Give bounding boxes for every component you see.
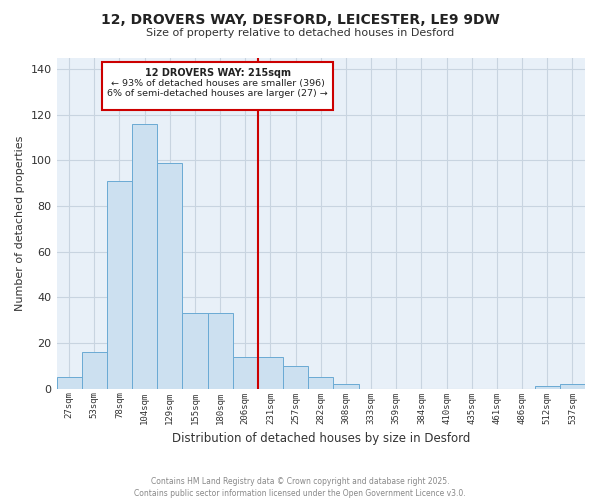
- Bar: [157, 162, 182, 388]
- Bar: [283, 366, 308, 388]
- Bar: [107, 181, 132, 388]
- Text: 12, DROVERS WAY, DESFORD, LEICESTER, LE9 9DW: 12, DROVERS WAY, DESFORD, LEICESTER, LE9…: [101, 12, 499, 26]
- Text: 6% of semi-detached houses are larger (27) →: 6% of semi-detached houses are larger (2…: [107, 90, 328, 98]
- FancyBboxPatch shape: [102, 62, 334, 110]
- Bar: [208, 314, 233, 388]
- Bar: [258, 356, 283, 388]
- Text: ← 93% of detached houses are smaller (396): ← 93% of detached houses are smaller (39…: [110, 79, 325, 88]
- Bar: [334, 384, 359, 388]
- Bar: [308, 377, 334, 388]
- Bar: [182, 314, 208, 388]
- Y-axis label: Number of detached properties: Number of detached properties: [15, 136, 25, 311]
- Bar: [560, 384, 585, 388]
- Bar: [233, 356, 258, 388]
- Bar: [132, 124, 157, 388]
- X-axis label: Distribution of detached houses by size in Desford: Distribution of detached houses by size …: [172, 432, 470, 445]
- Bar: [56, 377, 82, 388]
- Bar: [535, 386, 560, 388]
- Text: 12 DROVERS WAY: 215sqm: 12 DROVERS WAY: 215sqm: [145, 68, 290, 78]
- Text: Contains HM Land Registry data © Crown copyright and database right 2025.
Contai: Contains HM Land Registry data © Crown c…: [134, 476, 466, 498]
- Text: Size of property relative to detached houses in Desford: Size of property relative to detached ho…: [146, 28, 454, 38]
- Bar: [82, 352, 107, 389]
